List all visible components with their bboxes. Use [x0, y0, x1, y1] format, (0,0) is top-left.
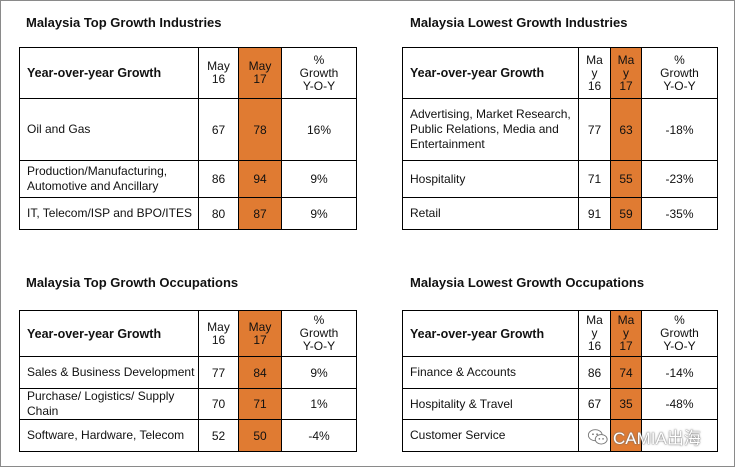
header-growth: % Growth Y-O-Y [641, 47, 718, 99]
header-label: Year-over-year Growth [19, 47, 199, 99]
cell-growth: -18% [641, 98, 718, 161]
panel-title: Malaysia Top Growth Occupations [26, 275, 239, 290]
cell-may16: 77 [578, 98, 611, 161]
cell-growth: 9% [281, 356, 357, 389]
row-label: Software, Hardware, Telecom [19, 419, 199, 452]
header-may17: May 17 [238, 310, 282, 357]
panel-top-occupations: Malaysia Top Growth Occupations [26, 275, 238, 290]
panel-lowest-industries: Malaysia Lowest Growth Industries [410, 15, 627, 30]
table-header-row: Year-over-year Growth Ma y 16 Ma y 17 % … [402, 47, 718, 99]
cell-growth: 9% [281, 197, 357, 230]
table-row: Software, Hardware, Telecom 52 50 -4% [19, 419, 357, 452]
row-label: Finance & Accounts [402, 356, 579, 389]
header-may17: Ma y 17 [610, 47, 642, 99]
cell-may17: 35 [610, 388, 642, 420]
table-header-row: Year-over-year Growth May 16 May 17 % Gr… [19, 310, 357, 357]
cell-growth: 16% [281, 98, 357, 161]
cell-may17: 78 [238, 98, 282, 161]
table-row: IT, Telecom/ISP and BPO/ITES 80 87 9% [19, 197, 357, 230]
header-growth: % Growth Y-O-Y [281, 47, 357, 99]
row-label: Purchase/ Logistics/ Supply Chain [19, 388, 199, 420]
cell-growth: -23% [641, 160, 718, 198]
cell-may16: 86 [578, 356, 611, 389]
table-top-industries: Year-over-year Growth May 16 May 17 % Gr… [19, 47, 357, 230]
table-header-row: Year-over-year Growth May 16 May 17 % Gr… [19, 47, 357, 99]
cell-may17: 94 [238, 160, 282, 198]
row-label: Hospitality [402, 160, 579, 198]
table-row: Purchase/ Logistics/ Supply Chain 70 71 … [19, 388, 357, 420]
panel-title: Malaysia Lowest Growth Occupations [410, 275, 645, 290]
cell-growth: 1% [281, 388, 357, 420]
row-label: Hospitality & Travel [402, 388, 579, 420]
row-label: IT, Telecom/ISP and BPO/ITES [19, 197, 199, 230]
row-label: Advertising, Market Research, Public Rel… [402, 98, 579, 161]
header-may17: Ma y 17 [610, 310, 642, 357]
table-row: Hospitality 71 55 -23% [402, 160, 718, 198]
table-lowest-occupations: Year-over-year Growth Ma y 16 Ma y 17 % … [402, 310, 718, 452]
cell-may17: 59 [610, 197, 642, 230]
cell-may16: 80 [198, 197, 239, 230]
cell-growth: 9% [281, 160, 357, 198]
cell-may17: 55 [610, 160, 642, 198]
row-label: Oil and Gas [19, 98, 199, 161]
row-label: Customer Service [402, 419, 579, 452]
cell-may17 [610, 419, 642, 452]
table-row: Hospitality & Travel 67 35 -48% [402, 388, 718, 420]
table-row: Oil and Gas 67 78 16% [19, 98, 357, 161]
watermark: CAMIA出海 [587, 424, 701, 449]
cell-may16: 71 [578, 160, 611, 198]
table-top-occupations: Year-over-year Growth May 16 May 17 % Gr… [19, 310, 357, 452]
cell-may16: 77 [198, 356, 239, 389]
header-label: Year-over-year Growth [19, 310, 199, 357]
cell-may16: 70 [198, 388, 239, 420]
panel-top-industries: Malaysia Top Growth Industries [26, 15, 222, 30]
cell-may16: 86 [198, 160, 239, 198]
watermark-text: CAMIA出海 [613, 429, 701, 448]
table-row: Sales & Business Development 77 84 9% [19, 356, 357, 389]
row-label: Retail [402, 197, 579, 230]
header-may16: Ma y 16 [578, 47, 611, 99]
cell-may16: 91 [578, 197, 611, 230]
table-row: Production/Manufacturing, Automotive and… [19, 160, 357, 198]
table-lowest-industries: Year-over-year Growth Ma y 16 Ma y 17 % … [402, 47, 718, 230]
header-growth: % Growth Y-O-Y [281, 310, 357, 357]
row-label: Production/Manufacturing, Automotive and… [19, 160, 199, 198]
cell-may16: 52 [198, 419, 239, 452]
cell-may17: 71 [238, 388, 282, 420]
cell-growth [641, 419, 718, 452]
cell-may17: 63 [610, 98, 642, 161]
header-may16: May 16 [198, 310, 239, 357]
header-label: Year-over-year Growth [402, 47, 579, 99]
header-label: Year-over-year Growth [402, 310, 579, 357]
cell-may17: 84 [238, 356, 282, 389]
table-row: Retail 91 59 -35% [402, 197, 718, 230]
cell-may17: 74 [610, 356, 642, 389]
table-row: Finance & Accounts 86 74 -14% [402, 356, 718, 389]
cell-may17: 87 [238, 197, 282, 230]
header-may16: Ma y 16 [578, 310, 611, 357]
header-growth: % Growth Y-O-Y [641, 310, 718, 357]
cell-growth: -35% [641, 197, 718, 230]
panel-title: Malaysia Top Growth Industries [26, 15, 222, 30]
cell-may16: 67 [198, 98, 239, 161]
table-row: Advertising, Market Research, Public Rel… [402, 98, 718, 161]
cell-may16: 67 [578, 388, 611, 420]
wechat-icon [587, 428, 608, 445]
table-header-row: Year-over-year Growth Ma y 16 Ma y 17 % … [402, 310, 718, 357]
cell-growth: -4% [281, 419, 357, 452]
header-may16: May 16 [198, 47, 239, 99]
panel-title: Malaysia Lowest Growth Industries [410, 15, 628, 30]
cell-growth: -48% [641, 388, 718, 420]
header-may17: May 17 [238, 47, 282, 99]
cell-may17: 50 [238, 419, 282, 452]
table-row: Customer Service 7 [402, 419, 718, 452]
row-label: Sales & Business Development [19, 356, 199, 389]
panel-lowest-occupations: Malaysia Lowest Growth Occupations [410, 275, 644, 290]
cell-growth: -14% [641, 356, 718, 389]
